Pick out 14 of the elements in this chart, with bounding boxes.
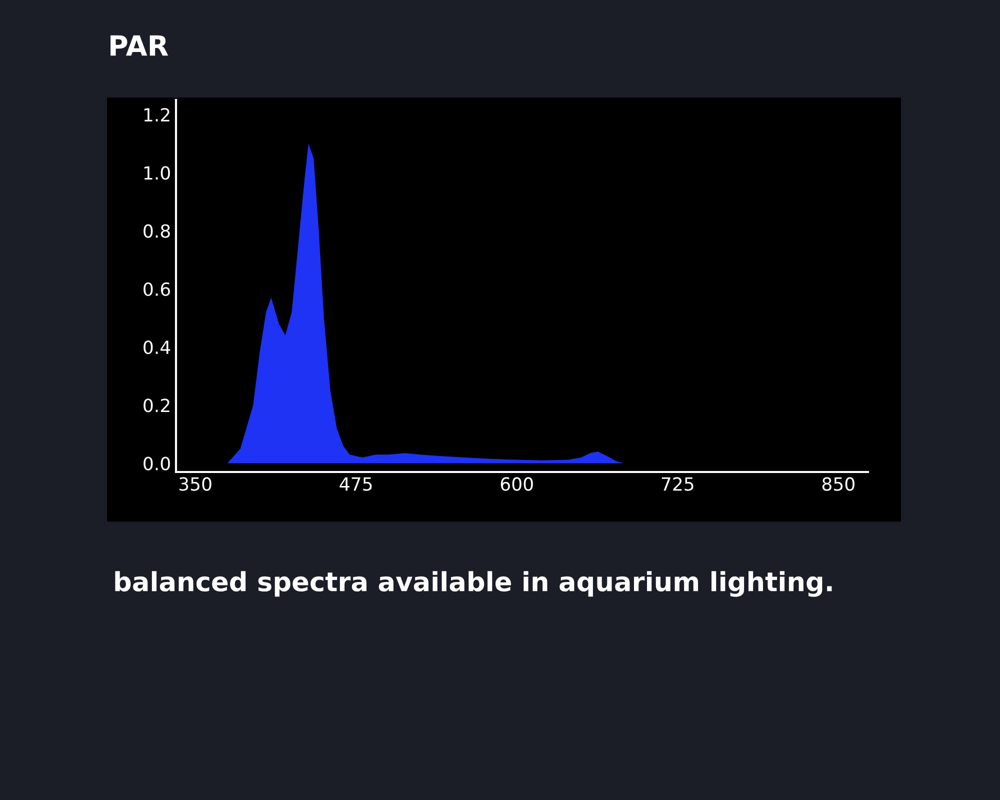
y-tick-label: 0.2	[144, 398, 170, 412]
x-tick-label: 600	[500, 477, 533, 491]
text: balanced spectra available in aquarium lighting.	[115, 571, 832, 597]
y-tick-label: 1.0	[144, 166, 170, 180]
y-tick-label: 0.6	[144, 282, 170, 296]
y-tick-label: 0.8	[144, 224, 170, 238]
y-tick-label: 0.4	[144, 340, 170, 354]
y-tick-label: 0.0	[144, 456, 170, 470]
x-tick-label: 725	[662, 477, 694, 491]
y-tick-label: 1.2	[144, 108, 170, 122]
chart-title: PAR	[110, 35, 168, 56]
x-tick-label: 350	[179, 477, 212, 491]
x-tick-label: 850	[822, 477, 854, 491]
x-tick-label: 475	[340, 477, 372, 491]
